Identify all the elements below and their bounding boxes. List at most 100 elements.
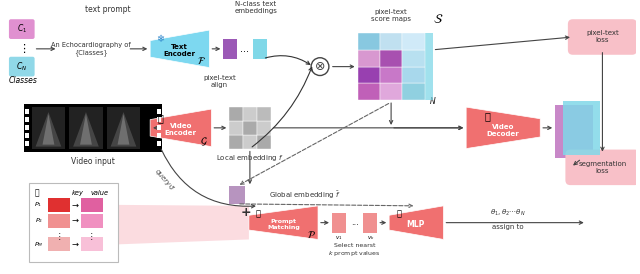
Text: 🔥: 🔥 — [157, 113, 163, 123]
Text: An Echocardiography of
{Classes}: An Echocardiography of {Classes} — [51, 42, 131, 56]
Bar — [49, 214, 70, 228]
Bar — [81, 198, 103, 212]
Text: segmentation
loss: segmentation loss — [579, 161, 627, 174]
Text: MLP: MLP — [406, 220, 425, 229]
Bar — [358, 50, 380, 67]
Text: N-class text
embeddings: N-class text embeddings — [234, 1, 277, 14]
Text: $\theta_1, \theta_2 \cdots \theta_N$: $\theta_1, \theta_2 \cdots \theta_N$ — [490, 208, 525, 218]
Text: $P_M$: $P_M$ — [34, 240, 44, 249]
Text: ⊗: ⊗ — [315, 60, 325, 73]
Polygon shape — [111, 112, 136, 147]
Bar — [49, 238, 70, 251]
Text: $\mathcal{F}$: $\mathcal{F}$ — [197, 55, 206, 66]
Bar — [49, 198, 70, 212]
Text: Video input: Video input — [71, 157, 115, 166]
Text: $P_1$: $P_1$ — [35, 200, 43, 209]
Bar — [69, 107, 103, 149]
Bar — [24, 104, 162, 152]
Bar — [25, 109, 29, 114]
Text: pixel-text
align: pixel-text align — [203, 75, 236, 88]
Polygon shape — [466, 107, 540, 149]
Bar — [25, 133, 29, 138]
Bar — [555, 105, 593, 158]
Bar — [157, 117, 161, 122]
Polygon shape — [42, 114, 54, 145]
Bar — [253, 39, 267, 59]
Bar — [29, 183, 118, 262]
Text: →: → — [72, 240, 79, 249]
Text: assign to: assign to — [492, 224, 524, 230]
Bar — [81, 214, 103, 228]
Bar — [157, 109, 161, 114]
Bar — [358, 83, 380, 100]
Text: $C_N$: $C_N$ — [16, 60, 28, 73]
Bar — [157, 133, 161, 138]
Bar — [229, 121, 243, 135]
Text: $\mathcal{P}$: $\mathcal{P}$ — [307, 229, 316, 240]
Text: ...: ... — [351, 218, 360, 227]
Polygon shape — [249, 206, 318, 239]
Bar — [403, 67, 425, 83]
Text: Local embedding $f$: Local embedding $f$ — [216, 153, 284, 164]
Bar — [380, 83, 403, 100]
FancyBboxPatch shape — [568, 19, 637, 55]
Text: $P_2$: $P_2$ — [35, 216, 43, 225]
Circle shape — [311, 58, 329, 76]
Bar — [25, 141, 29, 145]
Text: 🔥: 🔥 — [255, 209, 260, 218]
Bar — [243, 121, 257, 135]
Bar — [107, 107, 140, 149]
Bar — [243, 107, 257, 121]
Text: query↺: query↺ — [153, 168, 175, 192]
Text: value: value — [91, 190, 109, 196]
Bar — [257, 107, 271, 121]
Bar — [403, 50, 425, 67]
FancyBboxPatch shape — [565, 150, 639, 185]
Text: key: key — [72, 190, 84, 196]
Bar — [332, 213, 346, 233]
Bar — [157, 125, 161, 130]
Text: text prompt: text prompt — [85, 5, 131, 14]
Text: $N$: $N$ — [429, 95, 436, 106]
Text: Prompt
Matching: Prompt Matching — [267, 219, 300, 230]
Bar — [31, 107, 65, 149]
Polygon shape — [36, 112, 61, 147]
Bar — [380, 33, 403, 50]
Text: $\mathcal{G}$: $\mathcal{G}$ — [200, 136, 207, 148]
Bar — [403, 83, 425, 100]
Text: pixel-text
loss: pixel-text loss — [586, 30, 619, 44]
Polygon shape — [118, 114, 129, 145]
Bar — [157, 141, 161, 145]
Bar — [25, 117, 29, 122]
Bar — [25, 125, 29, 130]
Text: $\vdots$: $\vdots$ — [18, 42, 26, 55]
Text: $N$: $N$ — [602, 153, 610, 164]
Bar — [229, 135, 243, 149]
Text: ⋮: ⋮ — [88, 232, 96, 241]
FancyBboxPatch shape — [9, 19, 35, 39]
Text: $v_k$: $v_k$ — [367, 235, 374, 242]
Bar — [358, 33, 380, 50]
Text: $\mathcal{S}$: $\mathcal{S}$ — [433, 13, 444, 26]
Polygon shape — [118, 205, 249, 244]
Bar — [81, 238, 103, 251]
Text: Video
Encoder: Video Encoder — [164, 123, 196, 136]
Text: 🔥: 🔥 — [397, 209, 401, 218]
Polygon shape — [389, 206, 444, 239]
Bar — [403, 33, 425, 50]
Text: 🔥: 🔥 — [485, 111, 491, 121]
Bar — [257, 135, 271, 149]
Text: Classes: Classes — [9, 76, 38, 85]
Text: 🔥: 🔥 — [35, 189, 39, 198]
Bar — [380, 67, 403, 83]
Text: $v_1$: $v_1$ — [335, 235, 342, 242]
Text: →: → — [72, 200, 79, 209]
Text: Select nearst
$k$ prompt values: Select nearst $k$ prompt values — [328, 243, 381, 258]
Text: →: → — [72, 216, 79, 225]
Text: $C_1$: $C_1$ — [17, 23, 27, 35]
Bar — [364, 213, 377, 233]
Polygon shape — [150, 109, 211, 147]
Text: +: + — [241, 206, 252, 219]
Polygon shape — [150, 30, 209, 68]
Bar — [243, 135, 257, 149]
